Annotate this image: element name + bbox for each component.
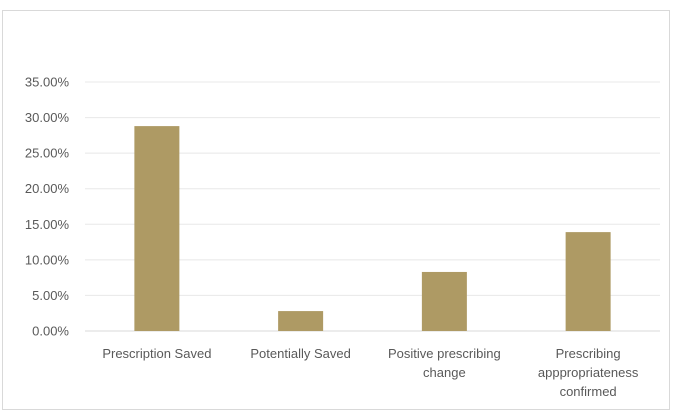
x-category-label-line: Positive prescribing bbox=[388, 346, 501, 361]
bar bbox=[421, 271, 467, 331]
x-category-label-line: confirmed bbox=[560, 384, 617, 399]
bars bbox=[134, 126, 611, 331]
x-category-label: Prescribing apppropriateness confirmed bbox=[538, 346, 639, 399]
y-tick-label: 25.00% bbox=[25, 146, 70, 161]
x-category-label: Positive prescribing change bbox=[388, 346, 501, 380]
y-axis-tick-labels: 0.00% 5.00% 10.00% 15.00% 20.00% 25.00% 30.00%… bbox=[25, 75, 70, 339]
y-tick-label: 30.00% bbox=[25, 110, 70, 125]
x-category-label-line: Prescribing bbox=[556, 346, 621, 361]
y-tick-label: 10.00% bbox=[25, 252, 70, 267]
y-tick-label: 15.00% bbox=[25, 217, 70, 232]
x-category-label-line: apppropriateness bbox=[538, 365, 639, 380]
x-category-label-line: change bbox=[423, 365, 466, 380]
bar bbox=[278, 311, 324, 331]
y-tick-label: 5.00% bbox=[32, 288, 69, 303]
y-tick-label: 35.00% bbox=[25, 75, 70, 90]
gridlines bbox=[85, 81, 660, 332]
y-tick-label: 20.00% bbox=[25, 181, 70, 196]
x-category-label: Potentially Saved bbox=[250, 346, 350, 361]
y-tick-label: 0.00% bbox=[32, 324, 69, 339]
x-axis-category-labels: Prescription Saved Potentially Saved Posit… bbox=[102, 346, 639, 399]
x-category-label: Prescription Saved bbox=[102, 346, 211, 361]
bar bbox=[134, 126, 180, 331]
chart-area bbox=[2, 10, 670, 410]
bar bbox=[565, 232, 611, 331]
x-category-label-line: Prescription Saved bbox=[102, 346, 211, 361]
x-category-label-line: Potentially Saved bbox=[250, 346, 350, 361]
